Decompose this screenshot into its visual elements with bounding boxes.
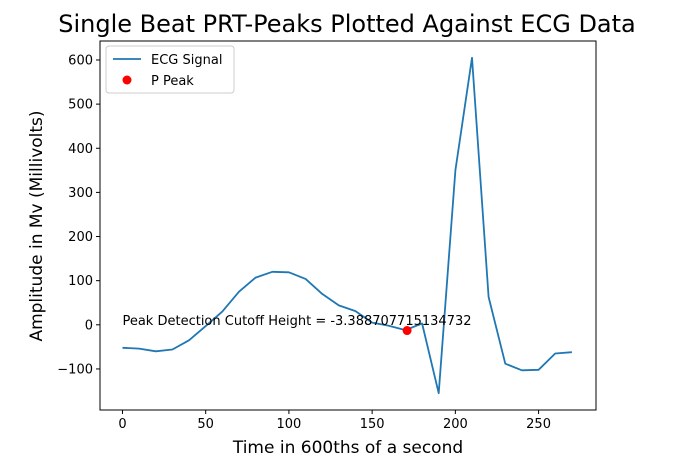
p-peak-point	[402, 326, 412, 336]
y-tick-label: 400	[68, 142, 93, 157]
legend-box	[105, 45, 235, 94]
x-tick-label: 0	[118, 417, 126, 432]
ecg-signal-line	[122, 56, 572, 395]
x-axis: 0 50 100 150 200 250	[118, 410, 551, 432]
chart-title: Single Beat PRT-Peaks Plotted Against EC…	[58, 10, 636, 38]
plot-area	[99, 40, 597, 411]
y-tick-label: 0	[85, 318, 93, 333]
y-tick-label: 100	[68, 274, 93, 289]
x-tick-label: 50	[197, 417, 214, 432]
x-tick-label: 200	[443, 417, 468, 432]
legend-p-peak-label: P Peak	[151, 74, 194, 89]
series-layer	[122, 56, 572, 395]
cutoff-annotation: Peak Detection Cutoff Height = -3.388707…	[122, 314, 471, 329]
y-tick-label: 600	[68, 53, 93, 68]
legend-p-peak-marker	[122, 75, 132, 85]
y-tick-label: 300	[68, 186, 93, 201]
y-tick-label: 500	[68, 98, 93, 113]
y-tick-label: −100	[57, 362, 93, 377]
x-tick-label: 100	[276, 417, 301, 432]
x-tick-label: 250	[526, 417, 551, 432]
x-tick-label: 150	[360, 417, 385, 432]
x-axis-label: Time in 600ths of a second	[232, 438, 463, 458]
legend-ecg-label: ECG Signal	[151, 53, 222, 68]
y-axis: −100 0 100 200 300 400 500 600	[57, 53, 100, 377]
y-tick-label: 200	[68, 230, 93, 245]
y-axis-label: Amplitude in Mv (Millivolts)	[27, 110, 47, 341]
legend: ECG Signal P Peak	[105, 45, 235, 94]
